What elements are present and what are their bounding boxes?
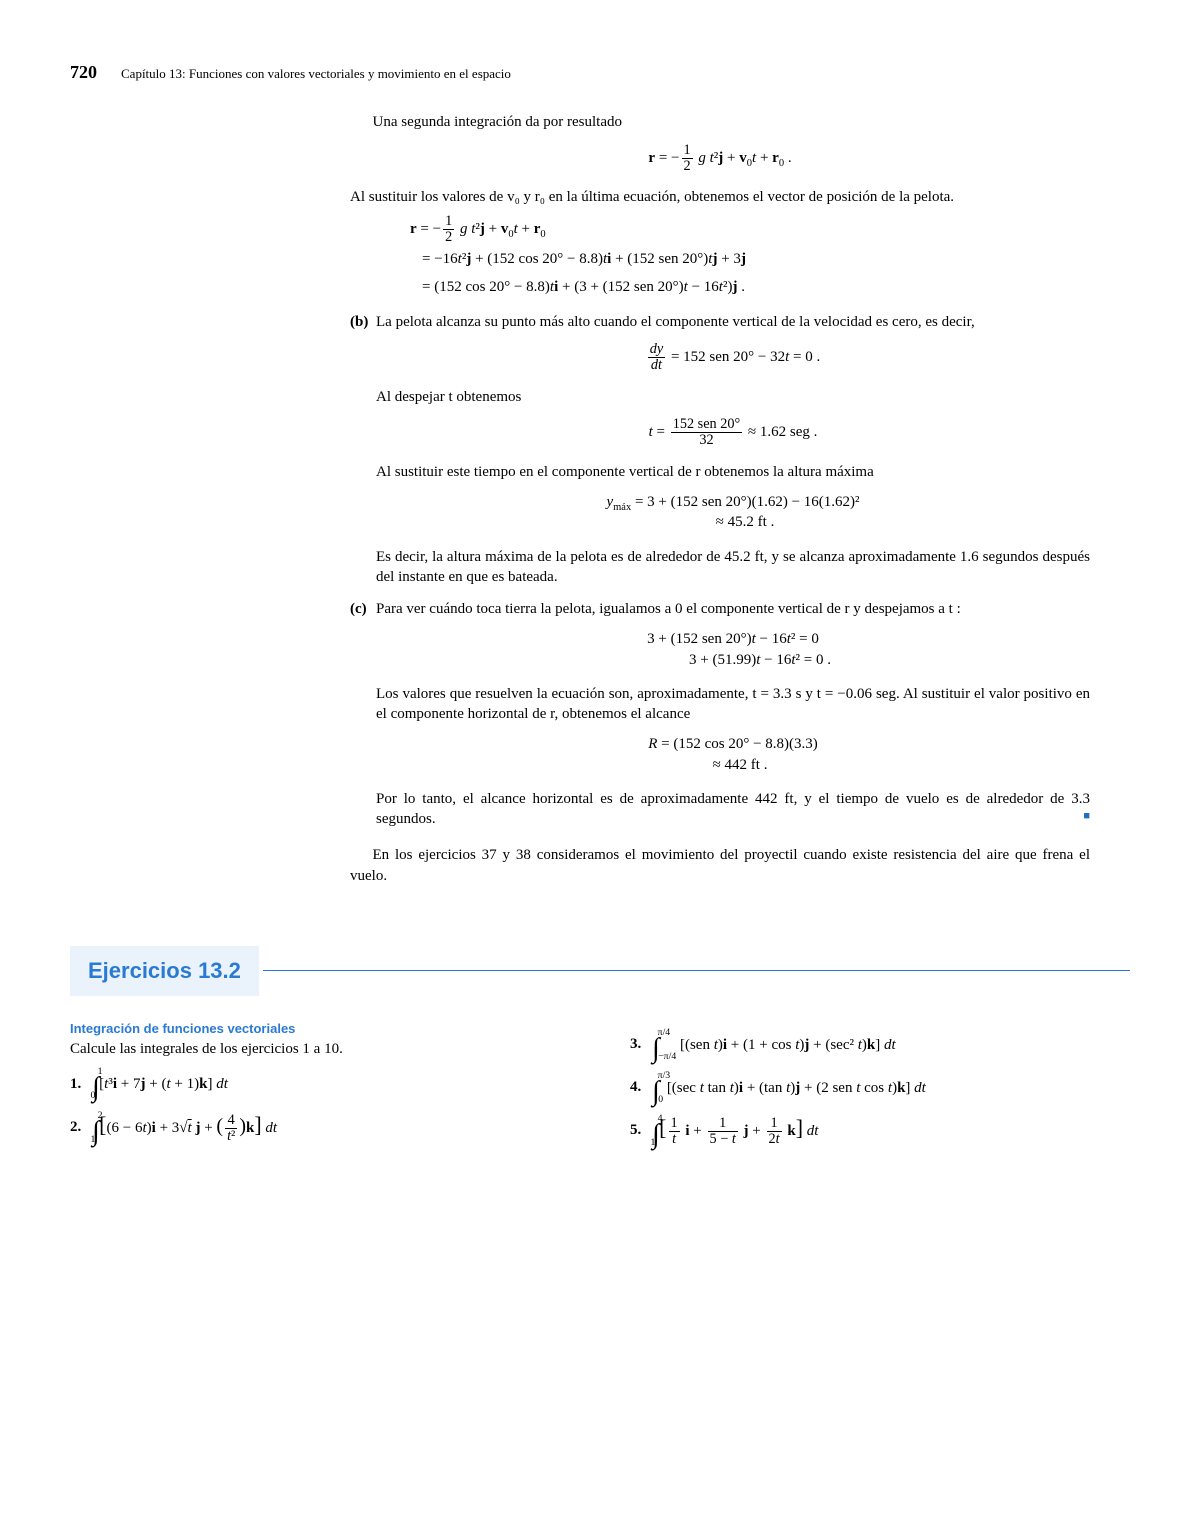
paragraph: Una segunda integración da por resultado: [350, 112, 1090, 132]
section-title: Ejercicios 13.2: [70, 946, 259, 996]
equation-block: r = −12 g t²j + v0t + r0 = −16t²j + (152…: [410, 214, 1090, 302]
paragraph: La pelota alcanza su punto más alto cuan…: [376, 312, 1090, 332]
exercises-col-left: Integración de funciones vectoriales Cal…: [70, 1020, 570, 1155]
exercise-item: 4. ∫π/30 [(sec t tan t)i + (tan t)j + (2…: [630, 1069, 1130, 1106]
exercise-item: 5. ∫41 [1t i + 15 − t j + 12t k] dt: [630, 1112, 1130, 1149]
exercises-col-right: 3. ∫π/4−π/4 [(sen t)i + (1 + cos t)j + (…: [630, 1020, 1130, 1155]
page-header: 720 Capítulo 13: Funciones con valores v…: [70, 60, 1130, 84]
paragraph: Por lo tanto, el alcance horizontal es d…: [376, 789, 1090, 830]
exercise-item: 2. ∫21 [(6 − 6t)i + 3√t j + (4t²)k] dt: [70, 1109, 570, 1146]
part-c: (c) Para ver cuándo toca tierra la pelot…: [350, 599, 1090, 835]
equation: t = 152 sen 20°32 ≈ 1.62 seg .: [376, 417, 1090, 448]
exercise-body: ∫π/4−π/4 [(sen t)i + (1 + cos t)j + (sec…: [652, 1026, 1130, 1063]
equation: dydt = 152 sen 20° − 32t = 0 .: [376, 342, 1090, 373]
exercise-number: 2.: [70, 1117, 92, 1137]
part-label: (c): [350, 599, 376, 835]
exercises-block: Integración de funciones vectoriales Cal…: [70, 1020, 1130, 1155]
equation: r = −12 g t²j + v0t + r0 .: [350, 143, 1090, 174]
equation: R = (152 cos 20° − 8.8)(3.3) ≈ 442 ft .: [376, 734, 1090, 775]
exercise-number: 5.: [630, 1120, 652, 1140]
equation: ymáx = 3 + (152 sen 20°)(1.62) − 16(1.62…: [376, 492, 1090, 533]
exercise-body: ∫π/30 [(sec t tan t)i + (tan t)j + (2 se…: [652, 1069, 1130, 1106]
exercises-intro: Calcule las integrales de los ejercicios…: [70, 1039, 570, 1059]
paragraph: Es decir, la altura máxima de la pelota …: [376, 547, 1090, 588]
section-header: Ejercicios 13.2: [70, 946, 1130, 996]
exercise-item: 1. ∫10 [t³i + 7j + (t + 1)k] dt: [70, 1065, 570, 1102]
exercises-subhead: Integración de funciones vectoriales: [70, 1020, 570, 1038]
paragraph: Al sustituir este tiempo en el component…: [376, 462, 1090, 482]
exercise-number: 4.: [630, 1077, 652, 1097]
paragraph: Los valores que resuelven la ecuación so…: [376, 684, 1090, 725]
paragraph: Al sustituir los valores de v₀ y r₀ en l…: [350, 187, 1090, 207]
section-rule: [263, 970, 1130, 971]
chapter-title: Capítulo 13: Funciones con valores vecto…: [121, 65, 511, 83]
exercise-body: ∫41 [1t i + 15 − t j + 12t k] dt: [652, 1112, 1130, 1149]
equation: 3 + (152 sen 20°)t − 16t² = 0 3 + (51.99…: [376, 629, 1090, 670]
page-number: 720: [70, 60, 97, 84]
end-proof-icon: ■: [1083, 809, 1090, 824]
exercise-number: 1.: [70, 1074, 92, 1094]
part-label: (b): [350, 312, 376, 594]
text: Por lo tanto, el alcance horizontal es d…: [376, 791, 1090, 827]
exercise-body: ∫10 [t³i + 7j + (t + 1)k] dt: [92, 1065, 570, 1102]
exercise-number: 3.: [630, 1034, 652, 1054]
paragraph: Para ver cuándo toca tierra la pelota, i…: [376, 599, 1090, 619]
paragraph: Al despejar t obtenemos: [376, 387, 1090, 407]
main-content: Una segunda integración da por resultado…: [350, 112, 1090, 886]
part-b: (b) La pelota alcanza su punto más alto …: [350, 312, 1090, 594]
exercise-item: 3. ∫π/4−π/4 [(sen t)i + (1 + cos t)j + (…: [630, 1026, 1130, 1063]
exercise-body: ∫21 [(6 − 6t)i + 3√t j + (4t²)k] dt: [92, 1109, 570, 1146]
paragraph: En los ejercicios 37 y 38 consideramos e…: [350, 845, 1090, 886]
